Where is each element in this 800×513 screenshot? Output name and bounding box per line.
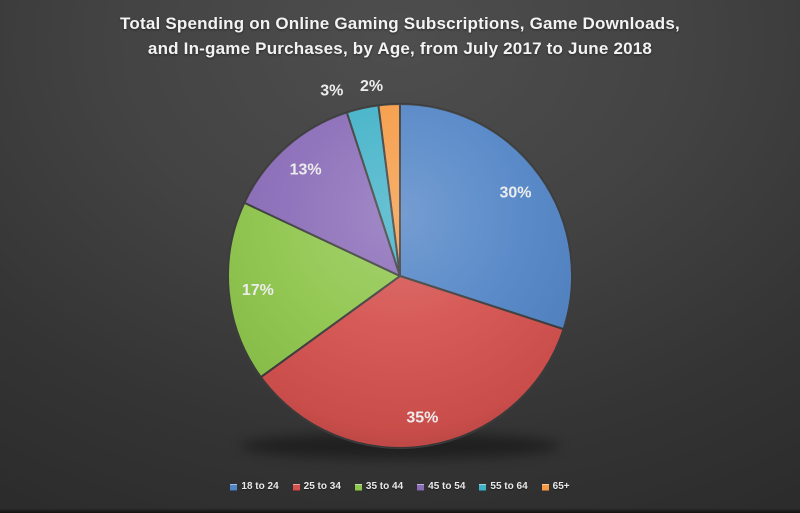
data-label-55-to-64: 3% bbox=[320, 82, 343, 99]
legend-marker-45-to-54 bbox=[417, 483, 425, 491]
chart-title-line2: and In-game Purchases, by Age, from July… bbox=[147, 39, 653, 58]
legend-label-18-to-24: 18 to 24 bbox=[241, 481, 279, 492]
legend-marker-65 bbox=[541, 483, 549, 491]
data-label-25-to-34: 35% bbox=[406, 410, 438, 427]
legend-label-35-to-44: 35 to 44 bbox=[365, 481, 404, 492]
legend-marker-55-to-64 bbox=[479, 483, 487, 491]
legend-item-35-to-44: 35 to 44 bbox=[354, 481, 404, 492]
legend-item-18-to-24: 18 to 24 bbox=[230, 481, 279, 492]
slide-bottom-edge bbox=[0, 508, 800, 513]
data-label-45-to-54: 13% bbox=[290, 161, 322, 178]
legend-item-65: 65+ bbox=[541, 481, 570, 492]
legend-label-55-to-64: 55 to 64 bbox=[490, 481, 528, 492]
chart-title: Total Spending on Online Gaming Subscrip… bbox=[0, 11, 800, 61]
legend-marker-18-to-24 bbox=[230, 483, 238, 491]
legend-label-25-to-34: 25 to 34 bbox=[303, 481, 341, 492]
legend-label-65: 65+ bbox=[552, 481, 570, 492]
legend-marker-25-to-34 bbox=[292, 483, 300, 491]
chart-title-line1: Total Spending on Online Gaming Subscrip… bbox=[120, 14, 680, 33]
legend-label-45-to-54: 45 to 54 bbox=[428, 481, 466, 492]
data-label-35-to-44: 17% bbox=[242, 282, 274, 299]
data-label-18-to-24: 30% bbox=[499, 185, 531, 202]
legend-item-45-to-54: 45 to 54 bbox=[417, 482, 465, 492]
legend-item-25-to-34: 25 to 34 bbox=[292, 481, 341, 492]
data-label-65: 2% bbox=[360, 78, 383, 95]
legend-marker-35-to-44 bbox=[354, 483, 362, 491]
legend: 18 to 24 25 to 34 35 to 44 45 to 54 55 to 64… bbox=[0, 478, 800, 496]
legend-item-55-to-64: 55 to 64 bbox=[479, 481, 528, 492]
